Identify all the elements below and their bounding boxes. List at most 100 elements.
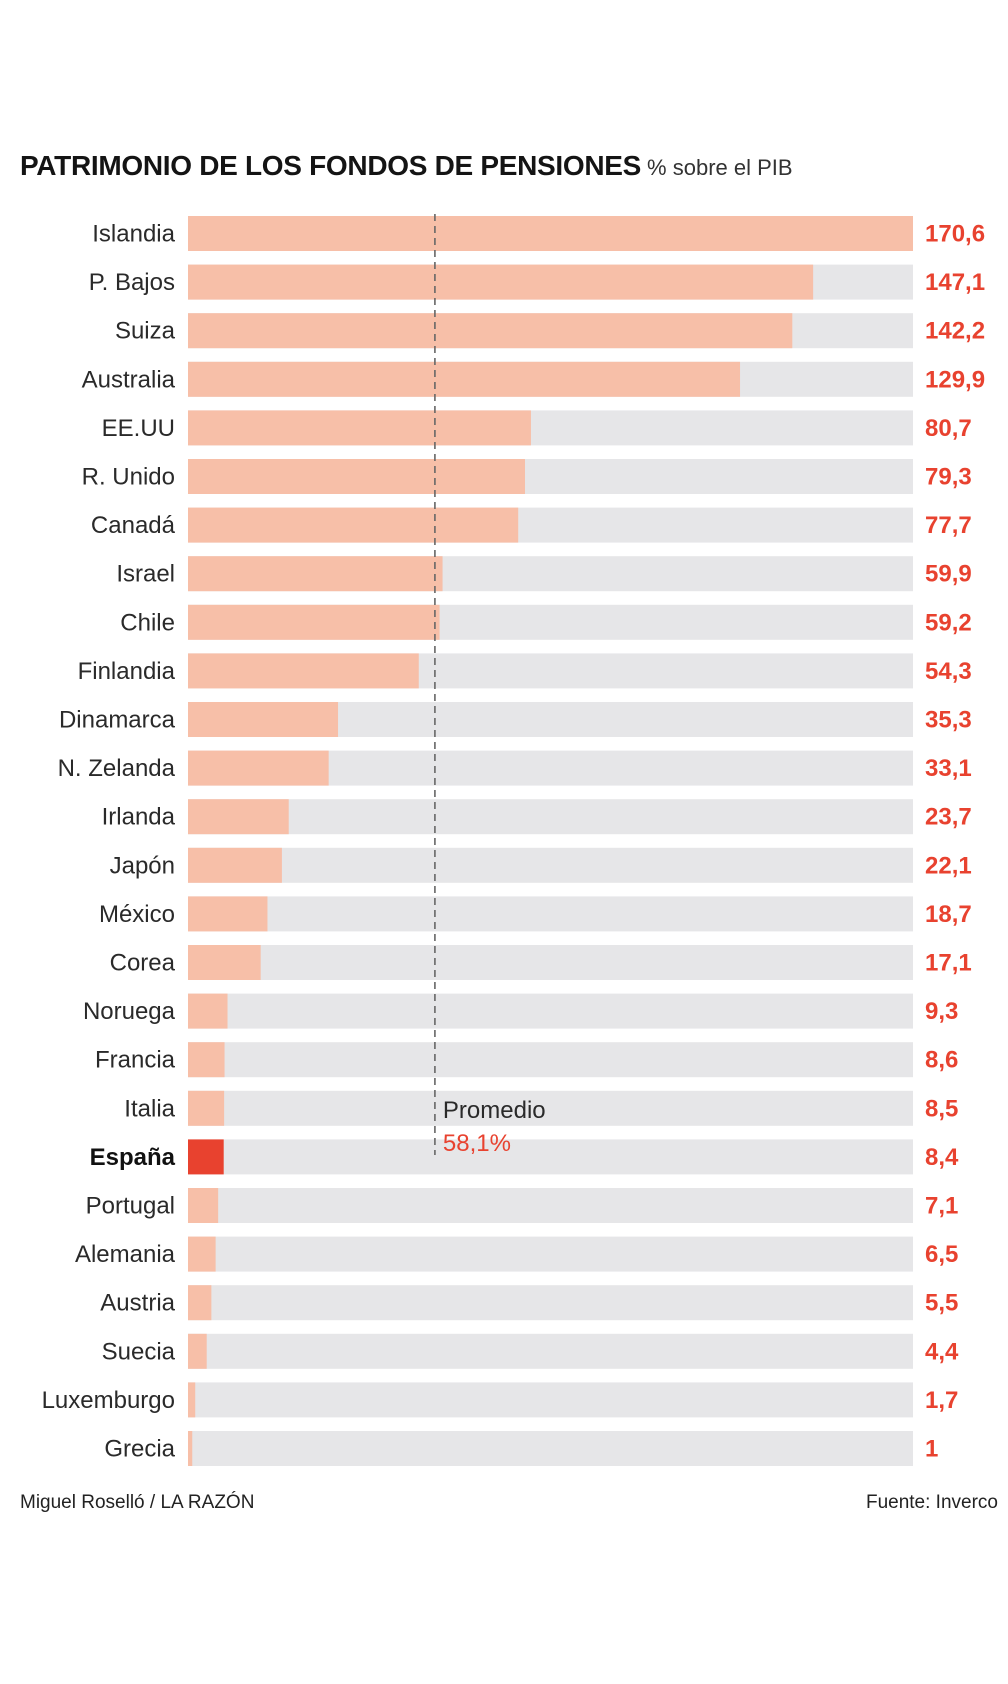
bar-track-francia [188, 1042, 913, 1078]
category-label-corea: Corea [110, 950, 176, 977]
bar-r-unido [188, 459, 526, 494]
value-label-francia: 8,6 [925, 1047, 958, 1074]
bar-suiza [188, 313, 793, 349]
bar-jap-n [188, 847, 282, 883]
category-label-dinamarca: Dinamarca [59, 707, 176, 734]
bar-p-bajos [188, 264, 814, 300]
value-label-finlandia: 54,3 [925, 658, 972, 685]
value-label-n-zelanda: 33,1 [925, 755, 972, 782]
bar-australia [188, 361, 741, 397]
category-label-suiza: Suiza [115, 318, 176, 345]
bar-track-espa-a [188, 1139, 913, 1175]
bar-track-grecia [188, 1431, 913, 1466]
value-label-luxemburgo: 1,7 [925, 1387, 958, 1414]
value-label-dinamarca: 35,3 [925, 707, 972, 734]
category-label-p-bajos: P. Bajos [89, 269, 175, 296]
category-label-m-xico: México [99, 901, 175, 928]
category-label-grecia: Grecia [104, 1436, 175, 1463]
category-label-portugal: Portugal [86, 1193, 175, 1220]
bar-track-suecia [188, 1333, 913, 1369]
value-label-grecia: 1 [925, 1436, 938, 1463]
bar-chile [188, 604, 440, 640]
bar-track-jap-n [188, 847, 913, 883]
category-label-canad-: Canadá [91, 512, 176, 539]
value-label-suiza: 142,2 [925, 318, 985, 345]
bar-alemania [188, 1236, 216, 1272]
category-label-noruega: Noruega [83, 998, 176, 1025]
bar-m-xico [188, 896, 268, 932]
bar-francia [188, 1042, 225, 1078]
bar-track-m-xico [188, 896, 913, 932]
category-label-italia: Italia [124, 1095, 175, 1122]
category-label-australia: Australia [82, 366, 176, 393]
category-label-n-zelanda: N. Zelanda [58, 755, 176, 782]
category-label-irlanda: Irlanda [102, 804, 176, 831]
value-label-suecia: 4,4 [925, 1338, 959, 1365]
category-label-espa-a: España [90, 1144, 176, 1171]
bar-n-zelanda [188, 750, 329, 786]
category-label-r-unido: R. Unido [82, 464, 175, 491]
bar-track-luxemburgo [188, 1382, 913, 1418]
average-value: 58,1% [443, 1130, 511, 1157]
bar-track-austria [188, 1285, 913, 1321]
category-label-islandia: Islandia [92, 221, 175, 248]
category-label-suecia: Suecia [102, 1338, 176, 1365]
bar-portugal [188, 1188, 219, 1223]
bar-luxemburgo [188, 1382, 196, 1418]
value-label-m-xico: 18,7 [925, 901, 972, 928]
bar-track-noruega [188, 993, 913, 1029]
value-label-italia: 8,5 [925, 1095, 958, 1122]
value-label-alemania: 6,5 [925, 1241, 958, 1268]
category-label-finlandia: Finlandia [78, 658, 176, 685]
value-label-irlanda: 23,7 [925, 804, 972, 831]
average-label: Promedio [443, 1097, 546, 1124]
bar-suecia [188, 1333, 207, 1369]
chart-subtitle: % sobre el PIB [647, 155, 793, 180]
value-label-portugal: 7,1 [925, 1193, 958, 1220]
bar-track-corea [188, 945, 913, 980]
author-credit: Miguel Roselló / LA RAZÓN [20, 1492, 255, 1513]
value-label-canad-: 77,7 [925, 512, 972, 539]
category-label-ee-uu: EE.UU [102, 415, 175, 442]
bar-finlandia [188, 653, 419, 689]
bar-track-italia [188, 1090, 913, 1126]
source-credit: Fuente: Inverco [865, 1492, 998, 1513]
value-label-israel: 59,9 [925, 561, 972, 588]
category-label-luxemburgo: Luxemburgo [42, 1387, 175, 1414]
bar-noruega [188, 993, 228, 1029]
chart-title: PATRIMONIO DE LOS FONDOS DE PENSIONES [20, 150, 642, 181]
value-label-r-unido: 79,3 [925, 464, 972, 491]
bar-ee-uu [188, 410, 531, 446]
value-label-chile: 59,2 [925, 609, 972, 636]
bar-israel [188, 556, 443, 592]
bar-corea [188, 945, 261, 980]
category-label-francia: Francia [95, 1047, 176, 1074]
value-label-espa-a: 8,4 [925, 1144, 959, 1171]
bar-italia [188, 1090, 225, 1126]
bar-track-irlanda [188, 799, 913, 835]
bar-canad- [188, 507, 519, 543]
category-label-chile: Chile [120, 609, 175, 636]
category-label-austria: Austria [100, 1290, 175, 1317]
category-label-alemania: Alemania [75, 1241, 176, 1268]
value-label-australia: 129,9 [925, 366, 985, 393]
bar-espa-a [188, 1139, 224, 1175]
bar-dinamarca [188, 702, 339, 737]
value-label-ee-uu: 80,7 [925, 415, 972, 442]
value-label-jap-n: 22,1 [925, 852, 972, 879]
category-label-jap-n: Japón [110, 852, 175, 879]
value-label-austria: 5,5 [925, 1290, 958, 1317]
value-label-p-bajos: 147,1 [925, 269, 985, 296]
bar-austria [188, 1285, 212, 1321]
bar-islandia [188, 216, 913, 251]
chart-header: PATRIMONIO DE LOS FONDOS DE PENSIONES% s… [20, 150, 793, 182]
value-label-corea: 17,1 [925, 950, 972, 977]
category-label-israel: Israel [116, 561, 175, 588]
value-label-noruega: 9,3 [925, 998, 958, 1025]
bar-grecia [188, 1431, 193, 1466]
bar-track-alemania [188, 1236, 913, 1272]
value-label-islandia: 170,6 [925, 221, 985, 248]
bar-irlanda [188, 799, 289, 835]
bar-track-portugal [188, 1188, 913, 1223]
